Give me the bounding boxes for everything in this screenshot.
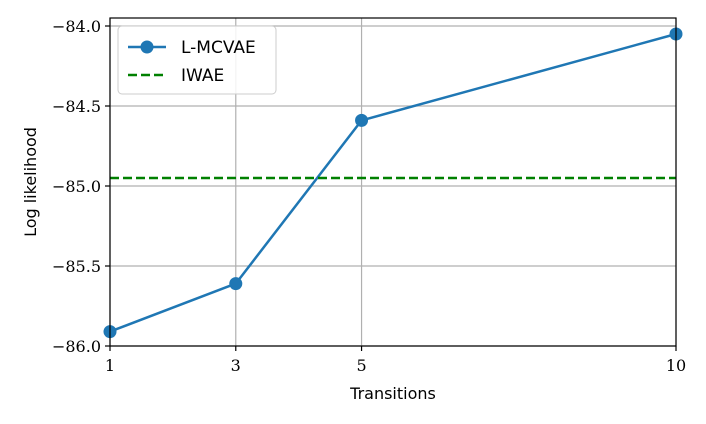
y-tick-label: −85.5 bbox=[52, 257, 101, 276]
legend-label-iwae: IWAE bbox=[181, 66, 224, 86]
legend-box bbox=[117, 25, 277, 95]
axis-ticks: 1 3 5 10 −86.0 −85.5 −85.0 −84.5 −84.0 bbox=[52, 17, 686, 375]
legend: L-MCVAE IWAE bbox=[117, 25, 277, 95]
y-tick-label: −84.5 bbox=[52, 97, 101, 116]
plot-frame bbox=[109, 17, 677, 347]
legend-label-l-mcvae: L-MCVAE bbox=[181, 38, 256, 58]
y-tick-label: −84.0 bbox=[52, 17, 101, 36]
x-axis-title: Transitions bbox=[349, 384, 436, 403]
y-tick-label: −86.0 bbox=[52, 337, 101, 356]
x-tick-label: 10 bbox=[666, 356, 686, 375]
x-tick-label: 3 bbox=[231, 356, 241, 375]
data-point bbox=[229, 277, 243, 291]
legend-marker-l-mcvae bbox=[140, 40, 154, 54]
x-tick-label: 1 bbox=[105, 356, 115, 375]
y-tick-label: −85.0 bbox=[52, 177, 101, 196]
data-point bbox=[355, 113, 369, 127]
y-axis-title: Log likelihood bbox=[21, 127, 40, 237]
series-line-l-mcvae bbox=[109, 32, 677, 333]
x-tick-label: 5 bbox=[356, 356, 366, 375]
